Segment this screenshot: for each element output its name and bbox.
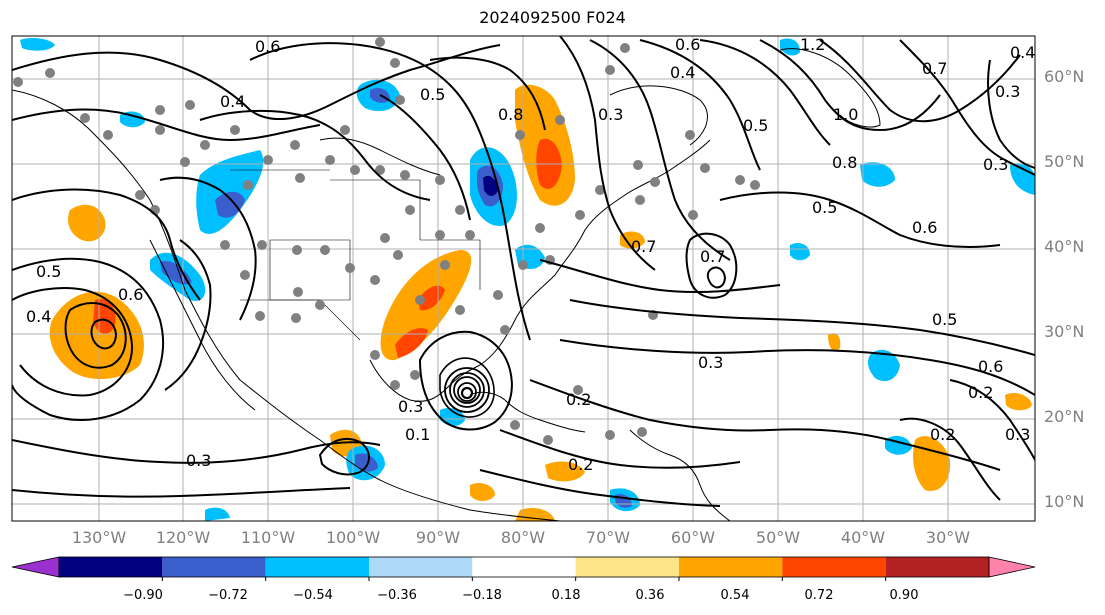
contour-label: 0.5	[36, 262, 61, 281]
colorbar-tick-label: −0.18	[462, 588, 502, 603]
contour-value-labels: 0.6 0.5 0.4 0.3 0.2 0.7 0.8 1.0 1.2 0.5 …	[26, 35, 1035, 474]
contour-label: 0.3	[698, 353, 723, 372]
contour-label: 0.5	[812, 198, 837, 217]
colorbar-tick-label: −0.54	[293, 588, 333, 603]
shaded-field-negative	[20, 37, 1035, 521]
colorbar-tick-label: 0.90	[889, 588, 919, 603]
contour-label: 0.3	[186, 451, 211, 470]
contour-label: 0.4	[1010, 43, 1035, 62]
contour-label: 0.6	[118, 285, 143, 304]
contour-label: 0.6	[255, 37, 280, 56]
contour-label: 0.3	[995, 82, 1020, 101]
coastlines	[12, 48, 881, 521]
contour-label: 0.6	[675, 35, 700, 54]
colorbar-segment	[369, 557, 473, 577]
lon-label-50w: 50°W	[755, 528, 801, 547]
contour-label: 0.4	[220, 92, 245, 111]
colorbar-tick-label: −0.90	[123, 588, 163, 603]
colorbar-frame	[58, 556, 990, 578]
lon-label-80w: 80°W	[500, 528, 546, 547]
lat-label-40n: 40°N	[1044, 237, 1085, 256]
colorbar-tick-label: −0.72	[208, 588, 248, 603]
map-title: 2024092500 F024	[479, 8, 626, 27]
contour-label: 1.0	[833, 105, 858, 124]
colorbar-segment	[162, 557, 266, 577]
lat-label-60n: 60°N	[1044, 67, 1085, 86]
colorbar-tick-label: 0.72	[804, 588, 834, 603]
colorbar-segment	[472, 557, 576, 577]
contour-label: 0.3	[598, 105, 623, 124]
colorbar-segment	[59, 557, 163, 577]
contour-label: 0.7	[700, 247, 725, 266]
colorbar	[11, 556, 1036, 581]
contour-label: 0.1	[405, 425, 430, 444]
contour-label: 0.3	[1005, 425, 1030, 444]
lat-label-50n: 50°N	[1044, 152, 1085, 171]
contour-label: 0.6	[978, 357, 1003, 376]
observation-stations	[13, 37, 760, 445]
colorbar-tick-label: 0.18	[551, 588, 581, 603]
contour-label: 0.4	[670, 63, 695, 82]
colorbar-segment	[679, 557, 783, 577]
contour-label: 0.2	[930, 425, 955, 444]
lat-label-20n: 20°N	[1044, 407, 1085, 426]
lon-label-40w: 40°W	[840, 528, 886, 547]
contour-label: 0.3	[983, 155, 1008, 174]
lat-label-30n: 30°N	[1044, 322, 1085, 341]
lon-label-100w: 100°W	[325, 528, 381, 547]
lon-label-60w: 60°W	[670, 528, 716, 547]
contour-label: 0.8	[498, 105, 523, 124]
contour-label: 0.7	[631, 237, 656, 256]
lat-label-10n: 10°N	[1044, 492, 1085, 511]
contour-lines	[12, 36, 1035, 507]
contour-label: 0.5	[743, 116, 768, 135]
colorbar-segment	[885, 557, 989, 577]
colorbar-extend-low	[11, 556, 60, 578]
shaded-field-positive	[49, 84, 1032, 521]
contour-label: 0.2	[968, 383, 993, 402]
contour-label: 0.2	[566, 390, 591, 409]
contour-label: 0.3	[398, 397, 423, 416]
contour-label: 0.6	[912, 218, 937, 237]
colorbar-tick-label: 0.36	[635, 588, 665, 603]
lon-label-70w: 70°W	[585, 528, 631, 547]
map-frame	[11, 35, 1036, 522]
map-area: 0.6 0.5 0.4 0.3 0.2 0.7 0.8 1.0 1.2 0.5 …	[12, 35, 1035, 521]
lon-label-90w: 90°W	[415, 528, 461, 547]
contour-label: 1.2	[800, 35, 825, 54]
colorbar-extend-high	[988, 556, 1036, 578]
colorbar-segment	[782, 557, 886, 577]
contour-label: 0.5	[420, 85, 445, 104]
contour-label: 0.2	[568, 455, 593, 474]
contour-label: 0.7	[922, 59, 947, 78]
colorbar-segment	[265, 557, 369, 577]
colorbar-tick-label: −0.36	[377, 588, 417, 603]
contour-label: 0.8	[832, 153, 857, 172]
lon-label-110w: 110°W	[240, 528, 296, 547]
lon-label-30w: 30°W	[925, 528, 971, 547]
contour-label: 0.4	[26, 307, 51, 326]
lon-label-120w: 120°W	[155, 528, 211, 547]
colorbar-tick-label: 0.54	[720, 588, 750, 603]
colorbar-segment	[575, 557, 679, 577]
lon-label-130w: 130°W	[71, 528, 127, 547]
contour-label: 0.5	[932, 310, 957, 329]
